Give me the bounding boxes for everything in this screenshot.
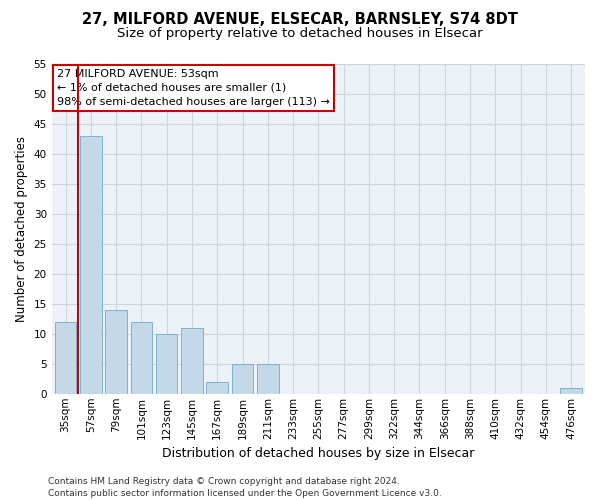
- Bar: [131, 322, 152, 394]
- Bar: [156, 334, 178, 394]
- Bar: [55, 322, 76, 394]
- Bar: [232, 364, 253, 394]
- Text: Contains HM Land Registry data © Crown copyright and database right 2024.
Contai: Contains HM Land Registry data © Crown c…: [48, 476, 442, 498]
- Bar: [560, 388, 582, 394]
- Text: 27 MILFORD AVENUE: 53sqm
← 1% of detached houses are smaller (1)
98% of semi-det: 27 MILFORD AVENUE: 53sqm ← 1% of detache…: [57, 69, 330, 107]
- Y-axis label: Number of detached properties: Number of detached properties: [15, 136, 28, 322]
- Text: 27, MILFORD AVENUE, ELSECAR, BARNSLEY, S74 8DT: 27, MILFORD AVENUE, ELSECAR, BARNSLEY, S…: [82, 12, 518, 28]
- Bar: [206, 382, 228, 394]
- Bar: [80, 136, 101, 394]
- X-axis label: Distribution of detached houses by size in Elsecar: Distribution of detached houses by size …: [162, 447, 475, 460]
- Bar: [181, 328, 203, 394]
- Bar: [257, 364, 278, 394]
- Bar: [106, 310, 127, 394]
- Text: Size of property relative to detached houses in Elsecar: Size of property relative to detached ho…: [117, 28, 483, 40]
